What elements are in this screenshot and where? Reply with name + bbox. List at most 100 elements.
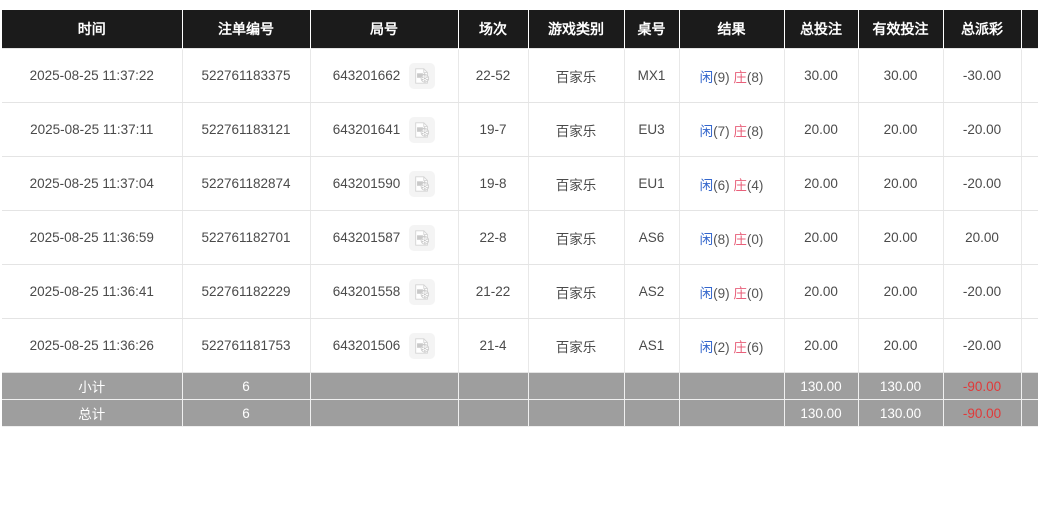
video-file-icon[interactable] bbox=[409, 116, 436, 143]
cell-extra bbox=[1021, 102, 1038, 157]
cell-extra bbox=[1021, 48, 1038, 103]
column-header-result[interactable]: 结果 bbox=[679, 10, 785, 49]
column-header-time[interactable]: 时间 bbox=[2, 10, 183, 49]
cell-bet-id: 522761183121 bbox=[182, 102, 311, 157]
cell-round-no: 643201590 bbox=[310, 156, 459, 211]
column-header-bet-id[interactable]: 注单编号 bbox=[182, 10, 311, 49]
cell-result: 闲(7) 庄(8) bbox=[679, 102, 785, 157]
cell-table-no: MX1 bbox=[624, 48, 680, 103]
round-no-text: 643201662 bbox=[332, 68, 401, 83]
column-header-round-no[interactable]: 局号 bbox=[310, 10, 459, 49]
result-banker-score: (8) bbox=[746, 123, 764, 139]
result-banker-score: (0) bbox=[746, 231, 764, 247]
subtotal-valid-bet: 130.00 bbox=[858, 372, 944, 400]
grand-total-payout: -90.00 bbox=[943, 399, 1022, 427]
column-header-game-type[interactable]: 游戏类别 bbox=[528, 10, 625, 49]
cell-result: 闲(2) 庄(6) bbox=[679, 318, 785, 373]
cell-time: 2025-08-25 11:36:41 bbox=[2, 264, 183, 319]
cell-game-type: 百家乐 bbox=[528, 48, 625, 103]
cell-payout: -30.00 bbox=[943, 48, 1022, 103]
column-header-total-bet[interactable]: 总投注 bbox=[784, 10, 859, 49]
cell-valid-bet: 20.00 bbox=[858, 156, 944, 211]
cell-extra bbox=[1021, 156, 1038, 211]
cell-time: 2025-08-25 11:37:11 bbox=[2, 102, 183, 157]
cell-table-no: AS1 bbox=[624, 318, 680, 373]
cell-total-bet: 20.00 bbox=[784, 156, 859, 211]
result-player-label: 闲 bbox=[699, 231, 714, 247]
table-body: 2025-08-25 11:37:22 522761183375 6432016… bbox=[2, 48, 1038, 427]
cell-time: 2025-08-25 11:36:26 bbox=[2, 318, 183, 373]
cell-valid-bet: 30.00 bbox=[858, 48, 944, 103]
subtotal-total-bet: 130.00 bbox=[784, 372, 859, 400]
cell-round-no: 643201641 bbox=[310, 102, 459, 157]
table-row[interactable]: 2025-08-25 11:36:26 522761181753 6432015… bbox=[2, 318, 1038, 373]
subtotal-result bbox=[679, 372, 785, 400]
subtotal-extra bbox=[1021, 372, 1038, 400]
table-row[interactable]: 2025-08-25 11:37:11 522761183121 6432016… bbox=[2, 102, 1038, 157]
cell-game-type: 百家乐 bbox=[528, 210, 625, 265]
round-no-text: 643201506 bbox=[332, 338, 401, 353]
result-banker-label: 庄 bbox=[733, 231, 747, 247]
cell-game-type: 百家乐 bbox=[528, 156, 625, 211]
result-player-label: 闲 bbox=[699, 69, 714, 85]
grand-total-session bbox=[458, 399, 529, 427]
cell-bet-id: 522761182701 bbox=[182, 210, 311, 265]
round-no-text: 643201641 bbox=[332, 122, 401, 137]
cell-table-no: EU3 bbox=[624, 102, 680, 157]
subtotal-session bbox=[458, 372, 529, 400]
cell-table-no: AS6 bbox=[624, 210, 680, 265]
cell-valid-bet: 20.00 bbox=[858, 318, 944, 373]
result-player-score: (9) bbox=[713, 285, 730, 301]
video-file-icon[interactable] bbox=[409, 224, 436, 251]
cell-round-no: 643201662 bbox=[310, 48, 459, 103]
cell-result: 闲(8) 庄(0) bbox=[679, 210, 785, 265]
round-no-text: 643201587 bbox=[332, 230, 401, 245]
table-row[interactable]: 2025-08-25 11:36:41 522761182229 6432015… bbox=[2, 264, 1038, 319]
grand-total-result bbox=[679, 399, 785, 427]
column-header-valid-bet[interactable]: 有效投注 bbox=[858, 10, 944, 49]
cell-bet-id: 522761181753 bbox=[182, 318, 311, 373]
result-banker-label: 庄 bbox=[733, 285, 747, 301]
cell-round-no: 643201506 bbox=[310, 318, 459, 373]
cell-result: 闲(6) 庄(4) bbox=[679, 156, 785, 211]
cell-valid-bet: 20.00 bbox=[858, 210, 944, 265]
subtotal-label: 小计 bbox=[2, 372, 183, 400]
cell-valid-bet: 20.00 bbox=[858, 264, 944, 319]
subtotal-table-no bbox=[624, 372, 680, 400]
video-file-icon[interactable] bbox=[409, 170, 436, 197]
result-player-label: 闲 bbox=[699, 339, 714, 355]
round-no-text: 643201590 bbox=[332, 176, 401, 191]
grand-total-extra bbox=[1021, 399, 1038, 427]
column-header-payout[interactable]: 总派彩 bbox=[943, 10, 1022, 49]
result-player-score: (8) bbox=[713, 231, 730, 247]
cell-session: 21-22 bbox=[458, 264, 529, 319]
result-banker-label: 庄 bbox=[733, 177, 747, 193]
cell-total-bet: 20.00 bbox=[784, 318, 859, 373]
result-banker-score: (4) bbox=[746, 177, 764, 193]
result-player-score: (9) bbox=[713, 69, 730, 85]
cell-bet-id: 522761183375 bbox=[182, 48, 311, 103]
table-row[interactable]: 2025-08-25 11:37:04 522761182874 6432015… bbox=[2, 156, 1038, 211]
result-banker-label: 庄 bbox=[733, 69, 747, 85]
cell-table-no: EU1 bbox=[624, 156, 680, 211]
video-file-icon[interactable] bbox=[409, 278, 436, 305]
result-player-label: 闲 bbox=[699, 177, 714, 193]
cell-valid-bet: 20.00 bbox=[858, 102, 944, 157]
round-no-text: 643201558 bbox=[332, 284, 401, 299]
cell-total-bet: 20.00 bbox=[784, 210, 859, 265]
column-header-table-no[interactable]: 桌号 bbox=[624, 10, 680, 49]
cell-total-bet: 20.00 bbox=[784, 102, 859, 157]
table-row[interactable]: 2025-08-25 11:36:59 522761182701 6432015… bbox=[2, 210, 1038, 265]
column-header-session[interactable]: 场次 bbox=[458, 10, 529, 49]
cell-table-no: AS2 bbox=[624, 264, 680, 319]
subtotal-count: 6 bbox=[182, 372, 311, 400]
video-file-icon[interactable] bbox=[409, 62, 436, 89]
result-banker-score: (0) bbox=[746, 285, 764, 301]
bet-records-table: 时间 注单编号 局号 场次 游戏类别 桌号 结果 总投注 有效投注 总派彩 20… bbox=[2, 10, 1038, 427]
table-row[interactable]: 2025-08-25 11:37:22 522761183375 6432016… bbox=[2, 48, 1038, 103]
video-file-icon[interactable] bbox=[409, 332, 436, 359]
cell-session: 22-52 bbox=[458, 48, 529, 103]
cell-bet-id: 522761182874 bbox=[182, 156, 311, 211]
cell-payout: -20.00 bbox=[943, 102, 1022, 157]
